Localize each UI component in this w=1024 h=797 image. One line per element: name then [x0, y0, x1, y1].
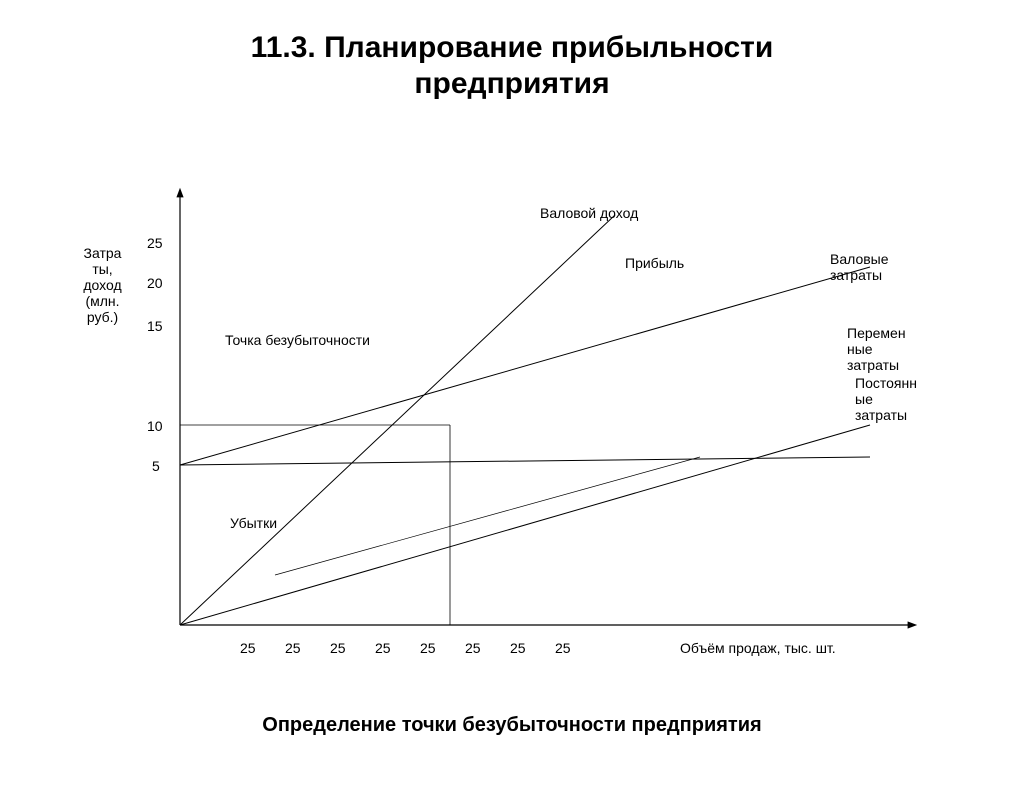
- title-line-1: 11.3. Планирование прибыльности: [0, 30, 1024, 66]
- title-line-2: предприятия: [0, 66, 1024, 102]
- x-tick-6: 25: [510, 640, 526, 656]
- x-axis-label: Объём продаж, тыс. шт.: [680, 640, 836, 656]
- variable-costs-label: Переменныезатраты: [847, 325, 927, 373]
- y-tick-25: 25: [147, 235, 163, 251]
- x-tick-5: 25: [465, 640, 481, 656]
- gross-income-label: Валовой доход: [540, 205, 638, 221]
- gross-costs-line: [180, 267, 870, 465]
- y-tick-20: 20: [147, 275, 163, 291]
- y-tick-5: 5: [152, 458, 160, 474]
- chart-caption: Определение точки безубыточности предпри…: [0, 714, 1024, 737]
- y-tick-15: 15: [147, 318, 163, 334]
- y-tick-10: 10: [147, 418, 163, 434]
- x-tick-7: 25: [555, 640, 571, 656]
- x-tick-2: 25: [330, 640, 346, 656]
- x-tick-3: 25: [375, 640, 391, 656]
- breakeven-label: Точка безубыточности: [225, 332, 370, 348]
- profit-label: Прибыль: [625, 255, 684, 271]
- y-axis-label: Затраты,доход(млн.руб.): [65, 245, 140, 325]
- fixed-costs-line: [180, 457, 870, 465]
- x-tick-4: 25: [420, 640, 436, 656]
- variable-costs-line: [180, 425, 870, 625]
- gross-income-line: [180, 215, 615, 625]
- fixed-costs-label: Постоянныезатраты: [855, 375, 935, 423]
- gross-costs-label: Валовыезатраты: [830, 251, 920, 283]
- x-tick-1: 25: [285, 640, 301, 656]
- loss-label: Убытки: [230, 515, 277, 531]
- breakeven-chart: Затраты,доход(млн.руб.) 5 10 15 20 25 25…: [0, 165, 1024, 665]
- x-tick-0: 25: [240, 640, 256, 656]
- page-title: 11.3. Планирование прибыльности предприя…: [0, 30, 1024, 102]
